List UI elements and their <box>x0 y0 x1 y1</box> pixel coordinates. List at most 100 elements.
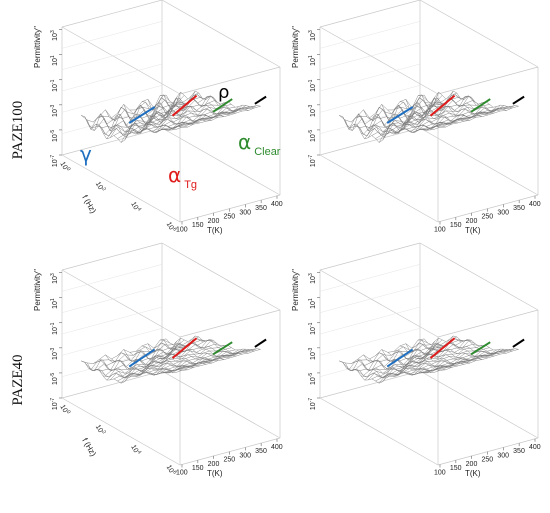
y-tick-label: 104 <box>129 200 142 214</box>
x-tick-label: 300 <box>497 209 509 216</box>
z-tick-label: 10-7 <box>308 398 317 410</box>
z-axis-label: Permittivity" <box>33 26 42 68</box>
z-tick-label: 10-5 <box>50 130 59 142</box>
x-tick-label: 400 <box>529 444 541 451</box>
box-edge <box>419 370 539 439</box>
x-tick-label: 150 <box>192 465 204 472</box>
x-tick-label: 100 <box>434 469 446 476</box>
z-tick-label: 10-5 <box>308 130 317 142</box>
box-edge <box>419 242 539 311</box>
box-edge <box>61 127 163 156</box>
box-edge <box>319 242 421 271</box>
x-tick-label: 400 <box>271 201 283 208</box>
x-tick-label: 350 <box>255 448 267 455</box>
box-edge <box>437 437 539 466</box>
z-tick-label: 10-1 <box>308 322 317 334</box>
relaxation-line-alpha-tg <box>429 337 456 359</box>
x-axis-label: T(K) <box>465 469 481 478</box>
wall-gridline <box>319 85 421 113</box>
z-tick-label: 10-1 <box>308 79 317 91</box>
box-edge <box>437 309 539 338</box>
z-axis-label: Permittivity" <box>33 269 42 311</box>
box-edge <box>179 309 281 338</box>
x-axis-label: T(K) <box>207 226 223 235</box>
relaxation-line-alpha-clear <box>470 98 491 113</box>
x-tick-label: 350 <box>513 205 525 212</box>
relaxation-line-gamma <box>386 106 414 124</box>
y-axis-label: f (Hz) <box>80 194 98 216</box>
box-edge <box>61 0 163 28</box>
row-label-paze100: PAZE100 <box>10 101 26 160</box>
wall-gridline <box>319 285 421 313</box>
z-tick-label: 10-3 <box>50 347 59 359</box>
wall-gridline <box>61 328 163 356</box>
plot-grid: 10-7 10-5 10-3 10-1 101 103 Permittivity" 100 15… <box>10 0 541 478</box>
relaxation-line-gamma <box>128 106 156 124</box>
z-tick-label: 10-7 <box>308 155 317 167</box>
y-tick-label: 104 <box>129 443 142 457</box>
annotation-alpha-tg: α Tg <box>168 163 197 191</box>
box-edge <box>319 154 439 223</box>
z-tick-label: 103 <box>308 30 317 41</box>
box-edge <box>319 269 439 338</box>
z-tick-label: 101 <box>50 298 59 309</box>
wall-gridline <box>61 349 163 377</box>
box-edge <box>161 370 281 439</box>
z-tick-label: 10-5 <box>308 373 317 385</box>
wall-gridline <box>61 306 163 335</box>
x-tick-label: 350 <box>255 205 267 212</box>
y-tick-label: 100 <box>58 403 71 417</box>
x-tick-label: 400 <box>271 444 283 451</box>
z-tick-label: 10-1 <box>50 322 59 334</box>
z-tick-label: 10-3 <box>308 347 317 359</box>
x-tick-label: 300 <box>239 452 251 459</box>
box-edge <box>179 437 281 466</box>
relaxation-line-alpha-clear <box>470 341 491 356</box>
box-edge <box>319 397 439 466</box>
box-edge <box>61 370 163 399</box>
x-axis-label: T(K) <box>465 226 481 235</box>
z-tick-label: 103 <box>50 30 59 41</box>
box-edge <box>319 127 421 156</box>
relaxation-line-rho <box>512 95 525 105</box>
row-label-paze40: PAZE40 <box>10 354 26 405</box>
x-tick-label: 200 <box>466 218 478 225</box>
surface-mesh-temperature-lines <box>339 90 519 143</box>
wall-gridline <box>319 63 421 92</box>
relaxation-line-alpha-tg <box>171 94 198 117</box>
z-tick-label: 10-3 <box>50 104 59 116</box>
z-tick-label: 10-7 <box>50 398 59 410</box>
z-tick-label: 10-5 <box>50 373 59 385</box>
x-tick-label: 250 <box>482 214 494 221</box>
box-edge <box>61 154 181 223</box>
z-tick-label: 10-1 <box>50 79 59 91</box>
wall-gridline <box>319 328 421 356</box>
box-edge <box>319 0 421 28</box>
box-edge <box>161 242 281 311</box>
wall-gridline <box>61 285 163 313</box>
surface-panel-2: 10-7 10-5 10-3 10-1 101 103 Permittivity" 100 15… <box>291 0 541 235</box>
surface-mesh-frequency-lines <box>339 90 519 143</box>
box-edge <box>61 269 181 338</box>
annotation-rho: ρ <box>218 82 229 103</box>
annotation-alpha-clear: α Clear <box>238 130 281 158</box>
relaxation-line-rho <box>254 95 267 105</box>
annotation-gamma: γ <box>80 142 92 166</box>
x-tick-label: 200 <box>208 461 220 468</box>
y-tick-label: 106 <box>165 220 178 234</box>
x-tick-label: 300 <box>497 452 509 459</box>
box-edge <box>61 242 163 271</box>
surface-panel-1: 10-7 10-5 10-3 10-1 101 103 Permittivity" 100 15… <box>33 0 283 235</box>
wall-gridline <box>61 63 163 92</box>
y-tick-label: 102 <box>94 180 107 194</box>
z-tick-label: 10-7 <box>50 155 59 167</box>
surface-panel-3: 10-7 10-5 10-3 10-1 101 103 Permittivity" 100 15… <box>33 242 283 478</box>
wall-gridline <box>61 21 163 49</box>
surface-mesh-frequency-lines <box>81 90 261 143</box>
wall-gridline <box>319 21 421 49</box>
x-tick-label: 150 <box>450 222 462 229</box>
x-tick-label: 100 <box>176 226 188 233</box>
wall-gridline <box>319 349 421 377</box>
box-edge <box>319 26 439 95</box>
